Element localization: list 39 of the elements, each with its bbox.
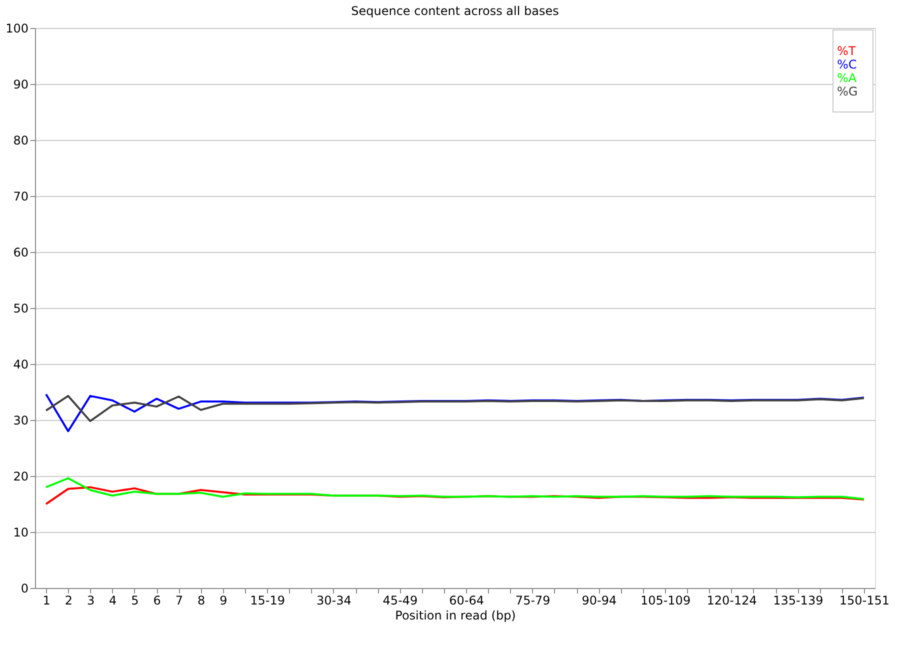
y-tick-label: 0: [20, 582, 28, 596]
y-tick-label: 20: [13, 470, 28, 484]
x-tick-label: 4: [109, 594, 117, 608]
y-tick-label: 70: [13, 190, 28, 204]
line-series: [45, 394, 865, 422]
x-tick-label: 3: [86, 594, 95, 608]
y-tick-label: 30: [13, 414, 28, 428]
x-tick-label: 30-34: [316, 594, 352, 608]
text: %C: [837, 57, 857, 72]
x-tick-label: 120-124: [706, 594, 757, 608]
y-tick-label: 60: [13, 246, 28, 260]
x-tick-label: 5: [131, 594, 139, 608]
x-tick-label: 45-49: [382, 594, 418, 608]
x-tick-label: 105-109: [640, 594, 691, 608]
line-series: [45, 477, 865, 500]
x-tick-label: 90-94: [582, 594, 617, 608]
x-tick-label: 2: [64, 594, 72, 608]
line-series: [45, 393, 865, 432]
text: %G: [837, 84, 858, 98]
y-tick-label: 90: [13, 78, 28, 92]
y-tick-label: 40: [13, 358, 28, 372]
x-tick-label: 150-151: [839, 594, 890, 608]
y-tick-label: 80: [13, 134, 28, 148]
x-tick-label: 8: [197, 594, 206, 608]
x-tick-label: 75-79: [515, 594, 550, 608]
x-tick-label: 135-139: [773, 594, 824, 608]
chart-title: Sequence content across all bases: [351, 4, 559, 18]
y-tick-label: 50: [13, 302, 28, 316]
y-tick-label: 100: [6, 22, 28, 36]
x-axis-title: Position in read (bp): [395, 608, 516, 622]
x-tick-label: 7: [175, 594, 184, 608]
x-tick-label: 9: [220, 594, 228, 608]
x-tick-label: 1: [42, 594, 50, 608]
x-tick-label: 60-64: [449, 594, 484, 608]
x-tick-label: 15-19: [250, 594, 286, 608]
x-tick-label: 6: [153, 594, 161, 608]
text: %A: [837, 70, 858, 85]
text: %T: [837, 44, 856, 58]
y-tick-label: 10: [13, 526, 28, 540]
